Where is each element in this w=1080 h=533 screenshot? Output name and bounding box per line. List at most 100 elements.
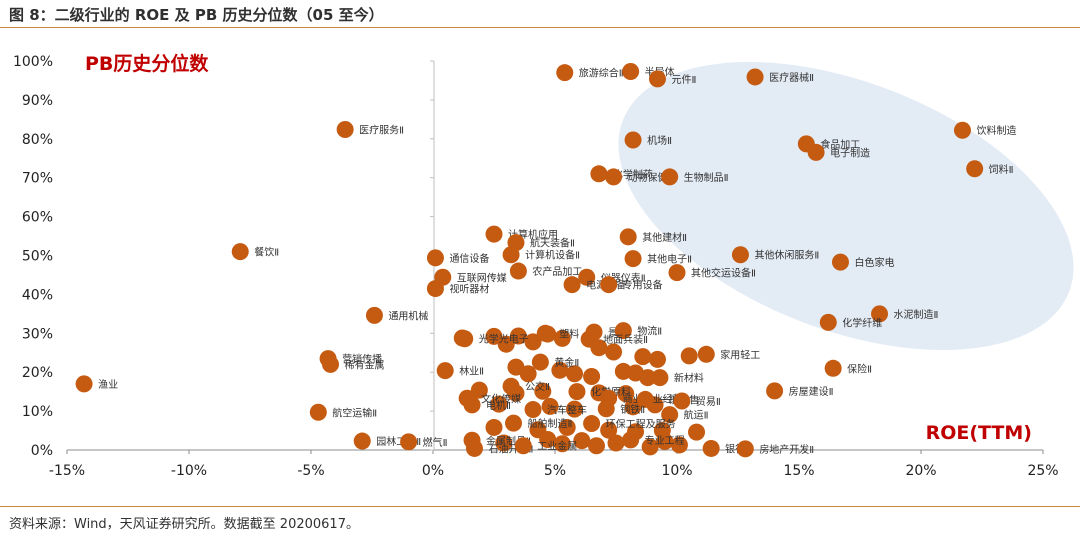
x-tick-label: 20% xyxy=(905,463,936,479)
data-point xyxy=(680,347,698,365)
data-point xyxy=(495,434,513,452)
data-point xyxy=(231,243,249,261)
data-point xyxy=(426,280,444,298)
data-point xyxy=(736,440,754,458)
y-tick-label: 70% xyxy=(22,171,53,187)
data-point xyxy=(490,395,508,413)
point-label: 餐饮Ⅱ xyxy=(254,246,279,259)
data-point xyxy=(426,249,444,267)
data-point xyxy=(336,120,354,138)
point-label: 贸易Ⅱ xyxy=(696,396,721,408)
x-tick-label: 25% xyxy=(1027,463,1058,479)
point-label: 渔业 xyxy=(98,379,118,391)
data-point xyxy=(353,432,371,450)
data-point xyxy=(590,165,608,183)
point-label: 稀有金属 xyxy=(345,358,385,371)
data-point xyxy=(556,64,574,82)
data-point xyxy=(600,276,618,294)
data-point xyxy=(597,400,615,418)
point-label: 物流Ⅱ xyxy=(637,325,662,338)
point-label: 互联网传媒 xyxy=(457,272,507,284)
point-label: 工业金属 xyxy=(537,440,577,453)
point-label: 通用机械 xyxy=(388,309,428,322)
title-divider xyxy=(0,27,1080,28)
data-point xyxy=(497,335,515,353)
point-label: 饮料制造 xyxy=(976,124,1016,137)
x-axis-ticks: -15% -10% -5% 0% 5% 10% 15% 20% 25% xyxy=(49,450,1059,479)
data-point xyxy=(502,246,520,264)
x-tick-label: 15% xyxy=(783,463,814,479)
data-point xyxy=(551,361,569,379)
point-label: 水泥制造Ⅱ xyxy=(894,308,939,321)
data-point xyxy=(614,322,632,340)
y-tick-label: 50% xyxy=(22,249,53,265)
x-tick-label: -15% xyxy=(49,463,85,479)
y-tick-label: 100% xyxy=(13,54,53,70)
data-point xyxy=(485,418,503,436)
y-axis-title: PB历史分位数 xyxy=(85,52,209,75)
data-point xyxy=(573,432,591,450)
point-label: 汽车整车 xyxy=(547,404,587,417)
point-label: 专用设备 xyxy=(623,279,663,292)
y-tick-label: 0% xyxy=(31,443,53,459)
point-label: 生物制品Ⅱ xyxy=(684,171,729,184)
data-point xyxy=(697,345,715,363)
data-point xyxy=(648,350,666,368)
data-point xyxy=(553,435,571,453)
data-point xyxy=(600,421,618,439)
data-point xyxy=(819,313,837,331)
point-label: 房屋建设Ⅱ xyxy=(789,385,834,398)
data-point xyxy=(617,385,635,403)
data-point xyxy=(436,362,454,380)
data-point xyxy=(651,369,669,387)
point-label: 地面兵装Ⅱ xyxy=(603,333,648,346)
point-label: 文化传媒 xyxy=(481,392,521,405)
data-point xyxy=(580,330,598,348)
point-label: 家用轻工 xyxy=(720,348,760,361)
data-point xyxy=(731,246,749,264)
point-label: 保险Ⅱ xyxy=(847,362,872,375)
point-label: 营销传播 xyxy=(342,353,382,366)
data-point xyxy=(624,250,642,268)
point-label: 其他电子Ⅱ xyxy=(647,253,692,266)
data-point xyxy=(509,327,527,345)
point-label: 化学制药 xyxy=(613,168,653,181)
figure-title: 图 8：二级行业的 ROE 及 PB 历史分位数（05 至今） xyxy=(9,6,384,24)
point-label: 林业Ⅱ xyxy=(459,365,484,378)
data-point xyxy=(456,330,474,348)
data-point xyxy=(524,333,542,351)
data-point xyxy=(470,381,488,399)
data-point xyxy=(566,365,584,383)
data-point xyxy=(400,433,418,451)
x-tick-label: 5% xyxy=(544,463,566,479)
data-point xyxy=(641,438,659,456)
data-point xyxy=(746,68,764,86)
data-point xyxy=(583,367,601,385)
data-point xyxy=(566,400,584,418)
source-divider xyxy=(0,506,1080,507)
data-point xyxy=(583,415,601,433)
y-tick-label: 40% xyxy=(22,287,53,303)
data-point xyxy=(607,434,625,452)
data-point xyxy=(636,390,654,408)
data-point xyxy=(605,168,623,186)
data-point xyxy=(519,365,537,383)
data-point xyxy=(509,262,527,280)
data-point xyxy=(309,403,327,421)
data-point xyxy=(622,431,640,449)
point-label: 光学光电子 xyxy=(479,333,529,346)
y-tick-label: 30% xyxy=(22,326,53,342)
data-point xyxy=(578,268,596,286)
point-label: 饲料Ⅱ xyxy=(989,163,1014,176)
point-label: 黄金Ⅱ xyxy=(554,356,579,369)
point-label: 其他交运设备Ⅱ xyxy=(691,267,756,280)
data-point xyxy=(524,401,542,419)
y-tick-label: 20% xyxy=(22,365,53,381)
data-point xyxy=(807,143,825,161)
point-label: 旅游综合Ⅱ xyxy=(579,67,624,80)
point-label: 航运Ⅱ xyxy=(684,409,709,422)
point-label: 房地产开发Ⅱ xyxy=(759,443,814,456)
data-point xyxy=(766,382,784,400)
point-label: 视听器材 xyxy=(449,283,489,296)
data-point xyxy=(322,355,340,373)
